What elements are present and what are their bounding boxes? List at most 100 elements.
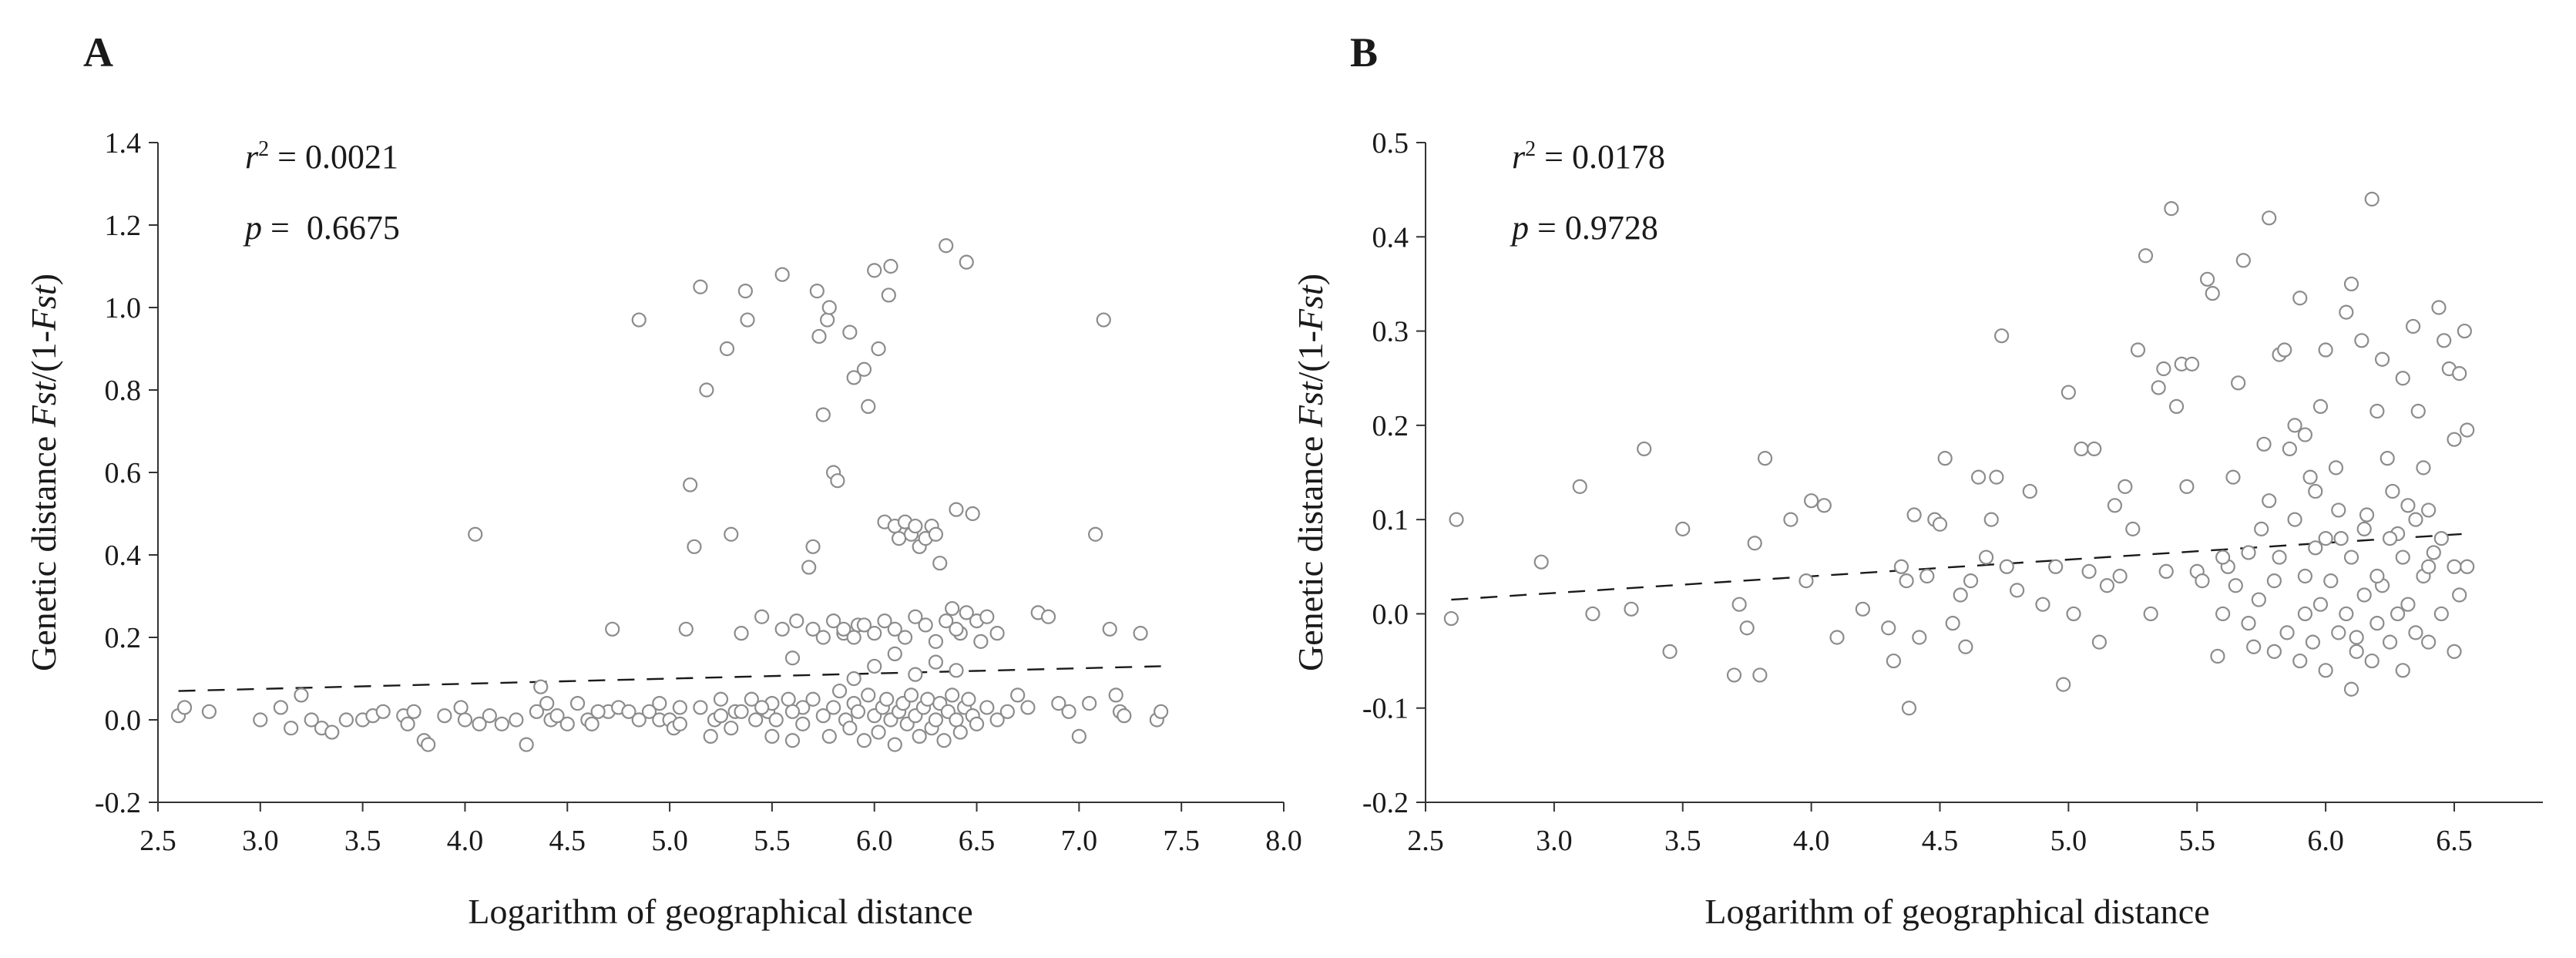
- panel-a-data-point: [989, 712, 1005, 728]
- panel-a-data-point: [928, 526, 944, 542]
- panel-b-data-point: [2215, 606, 2231, 622]
- panel-a-p-stat: p = 0.6675: [243, 209, 400, 247]
- panel-a-data-point: [903, 687, 919, 703]
- panel-a-data-point: [932, 556, 948, 571]
- panel-a-data-point: [737, 284, 753, 299]
- panel-a-data-point: [768, 712, 784, 728]
- panel-a-data-point: [830, 473, 845, 489]
- panel-b-data-point: [2251, 592, 2266, 607]
- panel-b-data-point: [2331, 625, 2346, 640]
- panel-a-y-tick-label: 0.0: [105, 704, 142, 737]
- panel-b-data-point: [1994, 328, 2010, 344]
- panel-a-data-point: [509, 712, 524, 728]
- panel-a-data-point: [949, 663, 964, 678]
- panel-a-data-point: [421, 737, 436, 752]
- panel-b-data-point: [1726, 667, 1742, 683]
- panel-b-y-axis-label: Genetic distance Fst/(1-Fst): [1291, 274, 1330, 671]
- panel-a-data-point: [842, 324, 858, 340]
- panel-b-data-point: [2447, 559, 2462, 574]
- panel-b-data-point: [2395, 371, 2410, 386]
- panel-b-data-point: [2292, 653, 2308, 669]
- panel-a-data-point: [918, 617, 933, 633]
- panel-b-data-point: [2421, 503, 2437, 518]
- panel-b-data-point: [1958, 639, 1973, 654]
- panel-a-data-point: [784, 650, 801, 666]
- panel-b-data-point: [2112, 568, 2128, 584]
- panel-b-data-point: [1637, 441, 1652, 457]
- panel-b-data-point: [2349, 644, 2364, 659]
- panel-b-data-point: [2339, 606, 2354, 622]
- panel-b-data-point: [2256, 436, 2272, 452]
- panel-b-data-point: [2035, 597, 2050, 612]
- panel-b-data-point: [2312, 398, 2329, 415]
- panel-a-y-axis-label: Genetic distance Fst/(1-Fst): [24, 274, 63, 671]
- panel-b-data-point: [1893, 559, 1909, 574]
- panel-b-y-tick-label: -0.1: [1362, 693, 1409, 725]
- panel-b-data-point: [1899, 573, 1914, 589]
- panel-a-data-point: [719, 341, 735, 357]
- panel-a-data-point: [590, 704, 606, 719]
- panel-a-data-point: [856, 361, 872, 377]
- panel-b-data-point: [2333, 530, 2349, 546]
- panel-a-data-point: [856, 617, 872, 633]
- panel-b-data-point: [2156, 361, 2171, 377]
- panel-a-data-point: [482, 708, 497, 724]
- panel-a-data-point: [949, 502, 964, 517]
- panel-b-data-point: [2359, 507, 2375, 523]
- panel-a-data-point: [569, 695, 586, 711]
- panel-b-data-point: [2200, 271, 2215, 287]
- panel-b-data-point: [2125, 521, 2141, 536]
- panel-a-data-point: [1061, 704, 1076, 719]
- panel-a-data-point: [740, 312, 755, 328]
- panel-a-data-point: [652, 695, 667, 711]
- panel-a-data-point: [284, 721, 299, 736]
- panel-a-data-point: [494, 716, 509, 731]
- panel-a-data-point: [724, 721, 739, 736]
- panel-a-r2-stat: r2 = 0.0021: [245, 137, 398, 176]
- panel-a-data-point: [683, 477, 698, 492]
- panel-a-data-point: [672, 716, 687, 731]
- panel-b-data-point: [1572, 479, 1587, 494]
- panel-a-data-point: [892, 530, 907, 546]
- panel-b-data-point: [2452, 587, 2467, 603]
- panel-b-letter: B: [1350, 29, 1378, 76]
- panel-a-data-point: [631, 312, 647, 328]
- panel-a-data-point: [795, 716, 811, 731]
- panel-b-data-point: [2235, 253, 2251, 268]
- panel-b-data-point: [2374, 351, 2390, 367]
- panel-b-data-point: [2060, 385, 2076, 400]
- panel-a-data-point: [912, 728, 927, 745]
- panel-b-data-point: [1816, 498, 1832, 513]
- panel-b-data-point: [2287, 418, 2302, 433]
- panel-a-data-point: [1020, 700, 1036, 715]
- panel-b-data-point: [1747, 536, 1762, 551]
- panel-a-x-tick-label: 4.0: [447, 825, 484, 857]
- panel-a-data-point: [641, 704, 657, 719]
- panel-a: A -0.2 0.0 0.2 0.4 0.6 0.8 1.0 1.2 1.4 2.5 3.0 3.5…: [24, 29, 1302, 931]
- panel-b-data-point: [1886, 653, 1902, 669]
- panel-a-points: [170, 238, 1169, 752]
- panel-a-data-point: [375, 704, 391, 719]
- panel-a-data-point: [867, 263, 882, 278]
- panel-b-data-point: [2452, 366, 2467, 382]
- panel-a-x-tick-label: 3.0: [242, 825, 279, 857]
- panel-a-data-point: [881, 287, 896, 303]
- panel-a-y-tick-label: 1.4: [105, 127, 142, 160]
- panel-a-data-point: [774, 267, 790, 282]
- panel-b-data-point: [2215, 550, 2231, 565]
- panel-a-data-point: [861, 398, 876, 415]
- panel-a-data-point: [959, 254, 974, 270]
- panel-b-data-point: [1662, 644, 1678, 659]
- panel-a-data-point: [1082, 695, 1097, 711]
- panel-b-x-tick-label: 5.0: [2050, 825, 2087, 857]
- panel-a-data-point: [1133, 626, 1148, 641]
- panel-b-data-point: [2228, 578, 2243, 593]
- panel-a-trendline: [178, 665, 1161, 692]
- panel-a-data-point: [1040, 609, 1056, 624]
- panel-b-data-point: [1932, 516, 1948, 532]
- panel-a-data-point: [856, 733, 872, 748]
- panel-b-data-point: [1829, 630, 1845, 645]
- panel-a-data-point: [784, 704, 801, 719]
- panel-a-data-point: [201, 704, 217, 719]
